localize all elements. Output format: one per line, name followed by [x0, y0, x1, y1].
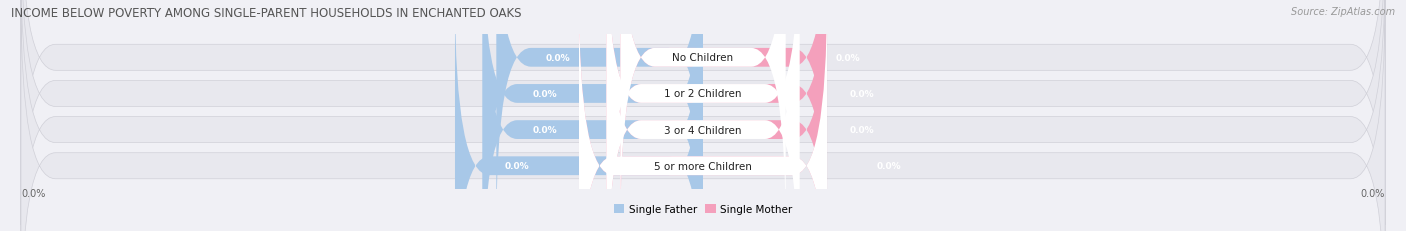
- FancyBboxPatch shape: [21, 0, 1385, 225]
- FancyBboxPatch shape: [620, 0, 786, 229]
- Text: 0.0%: 0.0%: [533, 126, 557, 134]
- FancyBboxPatch shape: [21, 0, 1385, 231]
- FancyBboxPatch shape: [482, 0, 703, 231]
- FancyBboxPatch shape: [620, 0, 827, 229]
- FancyBboxPatch shape: [456, 0, 703, 231]
- Text: 0.0%: 0.0%: [835, 54, 860, 63]
- FancyBboxPatch shape: [21, 0, 1385, 231]
- Text: 3 or 4 Children: 3 or 4 Children: [664, 125, 742, 135]
- Text: 0.0%: 0.0%: [533, 90, 557, 98]
- Legend: Single Father, Single Mother: Single Father, Single Mother: [610, 200, 796, 218]
- Text: 0.0%: 0.0%: [849, 126, 873, 134]
- Text: Source: ZipAtlas.com: Source: ZipAtlas.com: [1291, 7, 1395, 17]
- FancyBboxPatch shape: [21, 0, 1385, 231]
- FancyBboxPatch shape: [496, 0, 703, 229]
- FancyBboxPatch shape: [579, 0, 827, 231]
- Text: 0.0%: 0.0%: [546, 54, 571, 63]
- FancyBboxPatch shape: [606, 0, 800, 231]
- FancyBboxPatch shape: [606, 0, 800, 231]
- Text: 5 or more Children: 5 or more Children: [654, 161, 752, 171]
- Text: INCOME BELOW POVERTY AMONG SINGLE-PARENT HOUSEHOLDS IN ENCHANTED OAKS: INCOME BELOW POVERTY AMONG SINGLE-PARENT…: [11, 7, 522, 20]
- Text: 0.0%: 0.0%: [849, 90, 873, 98]
- FancyBboxPatch shape: [482, 0, 703, 231]
- FancyBboxPatch shape: [606, 0, 827, 231]
- Text: 0.0%: 0.0%: [877, 161, 901, 170]
- Text: 1 or 2 Children: 1 or 2 Children: [664, 89, 742, 99]
- FancyBboxPatch shape: [606, 0, 827, 231]
- Text: 0.0%: 0.0%: [21, 188, 45, 198]
- Text: 0.0%: 0.0%: [1361, 188, 1385, 198]
- Text: No Children: No Children: [672, 53, 734, 63]
- Text: 0.0%: 0.0%: [505, 161, 529, 170]
- FancyBboxPatch shape: [579, 0, 827, 231]
